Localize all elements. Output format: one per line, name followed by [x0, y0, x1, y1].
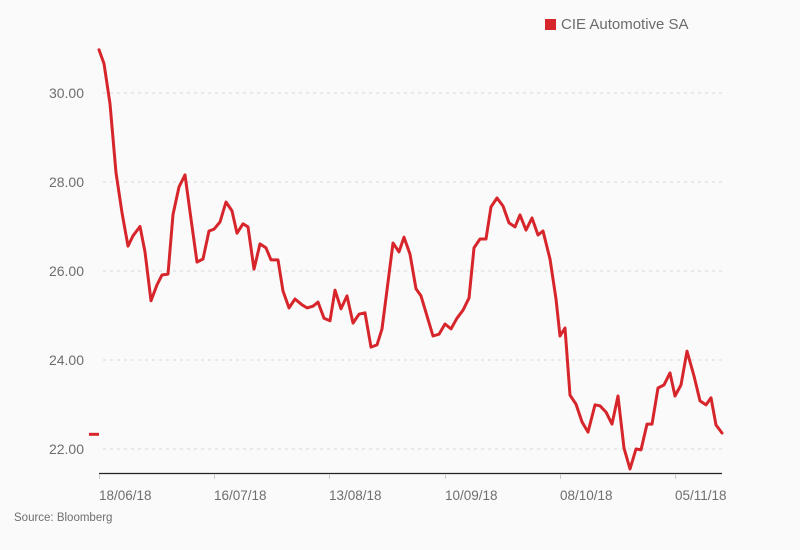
y-tick-label: 26.00 — [49, 263, 84, 279]
legend: CIE Automotive SA — [545, 16, 689, 33]
y-tick-label: 28.00 — [49, 174, 84, 190]
x-tick-label: 13/08/18 — [329, 488, 382, 503]
legend-label: CIE Automotive SA — [561, 16, 689, 33]
x-tick-label: 08/10/18 — [560, 488, 613, 503]
x-tick-label: 18/06/18 — [99, 488, 152, 503]
legend-swatch — [545, 19, 556, 30]
series-cie-automotive — [89, 48, 724, 471]
x-axis: 18/06/18 16/07/18 13/08/18 10/09/18 08/10/18… — [99, 472, 727, 503]
x-tick-label: 05/11/18 — [675, 488, 727, 503]
y-tick-label: 24.00 — [49, 352, 84, 368]
source-note: Source: Bloomberg — [14, 512, 113, 524]
x-tick-label: 10/09/18 — [445, 488, 498, 503]
y-tick-label: 22.00 — [49, 441, 84, 457]
price-line — [97, 48, 724, 471]
y-axis: 30.00 28.00 26.00 24.00 22.00 — [49, 85, 84, 457]
x-tick-label: 16/07/18 — [214, 488, 267, 503]
y-tick-label: 30.00 — [49, 85, 84, 101]
